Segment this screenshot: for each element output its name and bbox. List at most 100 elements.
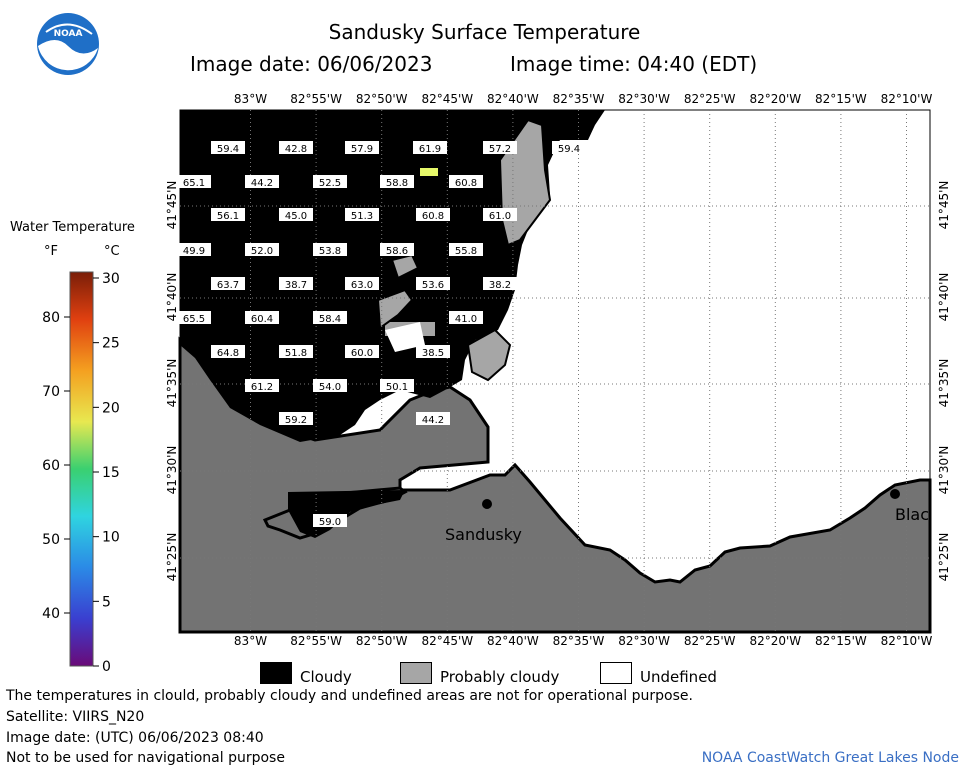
c-tick-label: 5	[102, 594, 111, 610]
temp-label-bg	[416, 208, 450, 221]
temp-label: 60.8	[422, 211, 444, 222]
lon-label-top: 82°10'W	[880, 92, 933, 106]
temp-label-bg	[245, 243, 279, 256]
temp-label: 61.0	[489, 211, 511, 222]
celsius-ticks: 30 25 20 15 10 5 0	[93, 271, 120, 675]
lat-label-right: 41°45'N	[937, 180, 951, 230]
page-title: Sandusky Surface Temperature	[328, 20, 641, 44]
footer-disclaimer: The temperatures in clould, probably clo…	[6, 688, 693, 704]
temp-label: 65.1	[183, 178, 205, 189]
legend-unit-f: °F	[44, 244, 58, 259]
lat-label-right: 41°40'N	[937, 272, 951, 322]
blac-marker	[890, 489, 900, 499]
temp-label: 63.7	[217, 280, 239, 291]
f-tick-label: 60	[42, 458, 60, 474]
lon-label-top: 82°15'W	[815, 92, 867, 106]
temp-label: 38.2	[489, 280, 511, 291]
temp-label-bg	[380, 379, 414, 392]
lat-label-right: 41°35'N	[937, 358, 951, 408]
sandusky-marker	[482, 499, 492, 509]
lat-label-right: 41°25'N	[937, 532, 951, 582]
footer-nav-warning: Not to be used for navigational purpose	[6, 750, 285, 766]
temp-label: 53.6	[422, 280, 444, 291]
temp-label-bg	[245, 311, 279, 324]
image-time: Image time: 04:40 (EDT)	[510, 52, 758, 76]
temp-label: 51.8	[285, 348, 307, 359]
key-cloudy-label: Cloudy	[300, 668, 352, 686]
probably-cloudy-d	[390, 253, 420, 280]
water-temp-pixel	[420, 168, 438, 176]
temp-label: 51.3	[351, 211, 373, 222]
lon-label-bottom: 82°50'W	[355, 634, 408, 648]
legend-title: Water Temperature	[10, 220, 135, 235]
place-blac: Blac	[895, 505, 929, 524]
fahrenheit-ticks: 80 70 60 50 40	[42, 310, 70, 622]
temp-label: 59.4	[217, 144, 239, 155]
temp-label-bg	[313, 379, 347, 392]
probably-cloudy-c	[376, 288, 414, 330]
temp-label-bg	[483, 141, 517, 154]
temp-label-bg	[245, 175, 279, 188]
key-cloudy-swatch	[260, 662, 292, 684]
temp-label: 59.2	[285, 415, 307, 426]
key-undefined-label: Undefined	[640, 668, 717, 686]
temp-label: 42.8	[285, 144, 307, 155]
temp-label-bg	[279, 345, 313, 358]
lon-label-top: 83°W	[233, 92, 268, 106]
lon-label-bottom: 82°10'W	[880, 634, 933, 648]
lon-label-top: 82°50'W	[355, 92, 408, 106]
temp-label-bg	[313, 243, 347, 256]
temp-label: 52.5	[319, 178, 341, 189]
image-date: Image date: 06/06/2023	[190, 52, 433, 76]
color-bar	[69, 271, 94, 667]
temp-label-bg	[313, 514, 347, 527]
temp-label-bg	[345, 141, 379, 154]
footer-satellite: Satellite: VIIRS_N20	[6, 709, 145, 725]
temp-label-bg	[416, 412, 450, 425]
lat-label-left: 41°45'N	[165, 180, 179, 230]
temp-label-bg	[211, 277, 245, 290]
temp-label: 60.0	[351, 348, 373, 359]
key-undefined-swatch	[600, 662, 632, 684]
lon-label-top: 82°25'W	[683, 92, 736, 106]
lat-lon-grid	[180, 110, 930, 632]
temp-label-bg	[279, 412, 313, 425]
temp-label-bg	[345, 345, 379, 358]
temp-label-bg	[345, 208, 379, 221]
lon-label-top: 82°40'W	[487, 92, 539, 106]
lon-label-bottom: 82°30'W	[618, 634, 670, 648]
c-tick-label: 20	[102, 400, 120, 416]
temp-label-bg	[177, 311, 211, 324]
lon-label-bottom: 82°15'W	[815, 634, 867, 648]
lon-label-bottom: 82°40'W	[487, 634, 539, 648]
lon-label-bottom: 82°35'W	[552, 634, 605, 648]
temp-label: 58.6	[386, 246, 408, 257]
f-tick-label: 70	[42, 384, 60, 400]
temp-label: 49.9	[183, 246, 205, 257]
temp-label: 61.2	[251, 382, 273, 393]
temp-label: 38.5	[422, 348, 444, 359]
lon-label-bottom: 82°20'W	[749, 634, 802, 648]
temp-label: 58.4	[319, 314, 341, 325]
temp-label-bg	[416, 345, 450, 358]
temp-label: 45.0	[285, 211, 307, 222]
key-probably-cloudy-label: Probably cloudy	[440, 668, 560, 686]
c-tick-label: 25	[102, 336, 120, 352]
temp-label: 63.0	[351, 280, 373, 291]
temp-label-bg	[211, 208, 245, 221]
temp-label-bg	[313, 311, 347, 324]
temp-label-bg	[279, 277, 313, 290]
cloudy-region	[180, 110, 605, 442]
temp-label: 52.0	[251, 246, 273, 257]
temp-label: 53.8	[319, 246, 341, 257]
c-tick-label: 0	[102, 659, 111, 675]
temp-label: 61.9	[419, 144, 441, 155]
temp-label: 65.5	[183, 314, 205, 325]
temp-label-bg	[552, 141, 586, 154]
f-tick-label: 80	[42, 310, 60, 326]
temp-label: 56.1	[217, 211, 239, 222]
temp-label-bg	[211, 345, 245, 358]
temp-label: 60.8	[455, 178, 477, 189]
temp-label: 44.2	[251, 178, 273, 189]
